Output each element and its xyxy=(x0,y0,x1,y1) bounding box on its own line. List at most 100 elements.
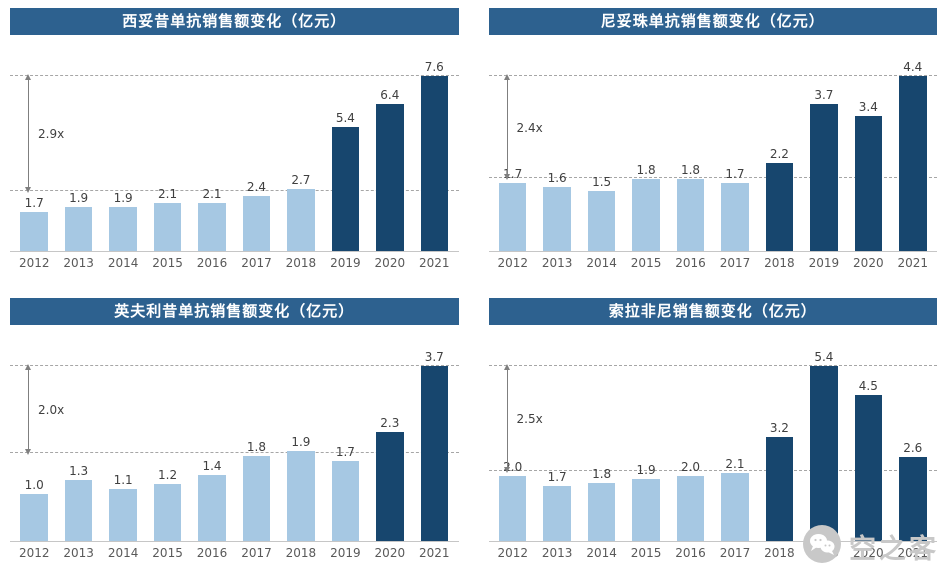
plot-area: 2.5x 2.0 1.7 1.8 1.9 2.0 2.1 3.2 5.4 4.5 2.6 xyxy=(488,339,937,541)
chart-panel-sorafenib: 索拉非尼销售额变化（亿元） 2.5x 2.0 1.7 1.8 1.9 2.0 2.1 3.2… xyxy=(488,297,937,578)
bar xyxy=(109,207,137,251)
x-tick-label: 2012 xyxy=(18,545,50,560)
bar-column: 3.7 xyxy=(802,88,846,251)
growth-multiplier-label: 2.9x xyxy=(38,127,65,141)
x-tick-label: 2012 xyxy=(18,256,50,270)
plot-area: 2.0x 1.0 1.3 1.1 1.2 1.4 1.8 1.9 1.7 2.3 3.7 xyxy=(10,339,459,541)
x-tick-label: 2013 xyxy=(541,256,573,270)
bar-column: 6.4 xyxy=(368,88,412,251)
bar-value-label: 5.4 xyxy=(335,111,355,125)
bar xyxy=(376,104,404,251)
bar-value-label: 2.0 xyxy=(680,459,701,474)
bar-value-label: 2.1 xyxy=(725,456,745,471)
bar xyxy=(153,483,182,541)
bar-column: 1.7 xyxy=(12,196,56,251)
x-tick-label: 2016 xyxy=(675,545,706,560)
gridline-reference xyxy=(488,177,937,178)
bar-column: 1.7 xyxy=(323,445,367,541)
x-tick-label: 2019 xyxy=(330,545,361,560)
bar-value-label: 3.7 xyxy=(424,349,444,364)
bar-value-label: 1.0 xyxy=(24,477,44,492)
bar-column: 1.7 xyxy=(713,167,757,251)
growth-arrow xyxy=(25,74,31,193)
bar-value-label: 2.4 xyxy=(246,180,267,194)
bar xyxy=(331,460,360,541)
bar xyxy=(420,365,449,541)
watermark: 空之客 xyxy=(803,525,939,567)
bar-value-label: 4.5 xyxy=(858,378,878,393)
bar-column: 5.4 xyxy=(323,111,367,251)
bar-column: 2.1 xyxy=(190,187,234,251)
bar xyxy=(376,431,404,541)
x-tick-label: 2015 xyxy=(630,256,662,270)
bar xyxy=(765,436,794,541)
bar-value-label: 1.9 xyxy=(291,434,311,449)
x-tick-label: 2021 xyxy=(419,256,450,270)
bar-value-label: 2.7 xyxy=(291,173,311,187)
bar xyxy=(498,475,527,541)
bar xyxy=(64,207,93,251)
bar-column: 2.0 xyxy=(668,460,712,541)
bar-column: 1.8 xyxy=(668,163,712,251)
x-tick-label: 2017 xyxy=(719,545,751,560)
bar-value-label: 1.7 xyxy=(24,196,44,210)
bar-column: 2.1 xyxy=(713,457,757,541)
x-tick-label: 2015 xyxy=(152,256,183,270)
bar-value-label: 7.6 xyxy=(424,60,444,74)
gridline-reference xyxy=(10,451,459,453)
bar-column: 1.8 xyxy=(579,467,623,541)
bar-value-label: 1.8 xyxy=(592,466,612,481)
x-tick-label: 2014 xyxy=(586,545,617,560)
x-tick-label: 2016 xyxy=(196,256,228,270)
x-tick-label: 2017 xyxy=(241,545,272,560)
bar-value-label: 4.4 xyxy=(903,60,923,74)
chart-title: 西妥昔单抗销售额变化（亿元） xyxy=(10,8,459,35)
gridline-reference xyxy=(488,469,937,471)
x-axis: 2012 2013 2014 2015 2016 2017 2018 2019 2020 2021 xyxy=(10,540,459,560)
x-tick-label: 2013 xyxy=(541,545,573,560)
bars: 1.7 1.6 1.5 1.8 1.8 1.7 2.2 3.7 3.4 4.4 xyxy=(489,49,938,251)
bar-value-label: 2.3 xyxy=(380,415,400,430)
bar-value-label: 1.8 xyxy=(636,163,656,177)
bar-column: 5.4 xyxy=(802,350,846,541)
bar xyxy=(198,474,226,541)
x-tick-label: 2019 xyxy=(808,256,840,270)
bar-column: 2.0 xyxy=(491,460,535,541)
bar-value-label: 1.3 xyxy=(69,463,89,478)
bar-column: 1.1 xyxy=(101,473,145,541)
bars: 1.0 1.3 1.1 1.2 1.4 1.8 1.9 1.7 2.3 3.7 xyxy=(10,339,459,541)
gridline-top xyxy=(10,364,459,366)
bar xyxy=(899,456,927,541)
bar-column: 2.4 xyxy=(234,180,278,251)
watermark-text: 空之客 xyxy=(849,533,939,565)
bar-column: 1.7 xyxy=(491,167,535,251)
bar-column: 3.7 xyxy=(412,350,456,541)
bar-value-label: 1.7 xyxy=(725,167,745,181)
bar-column: 1.2 xyxy=(145,468,189,541)
bar-column: 1.4 xyxy=(190,459,234,541)
bar xyxy=(153,203,182,251)
bar-value-label: 2.1 xyxy=(202,187,222,201)
bar-value-label: 3.4 xyxy=(858,100,878,114)
bar-column: 1.9 xyxy=(624,463,668,541)
chart-title: 尼妥珠单抗销售额变化（亿元） xyxy=(488,8,937,35)
growth-multiplier-label: 2.4x xyxy=(516,121,543,135)
x-tick-label: 2014 xyxy=(107,545,139,560)
growth-multiplier-label: 2.5x xyxy=(516,411,543,426)
gridline-top xyxy=(488,364,937,366)
bar-column: 2.2 xyxy=(757,147,801,251)
x-tick-label: 2021 xyxy=(897,545,929,560)
bar-column: 3.2 xyxy=(757,421,801,541)
chart-title: 英夫利昔单抗销售额变化（亿元） xyxy=(10,297,459,325)
growth-arrow xyxy=(503,363,510,473)
bar xyxy=(587,482,616,541)
bar xyxy=(543,187,571,251)
bar-value-label: 2.2 xyxy=(769,147,789,161)
x-tick-label: 2021 xyxy=(419,545,450,560)
x-tick-label: 2020 xyxy=(374,256,406,270)
bar-column: 1.8 xyxy=(624,163,668,251)
bar xyxy=(632,179,660,251)
x-tick-label: 2021 xyxy=(897,256,929,270)
bar-column: 1.6 xyxy=(535,171,579,251)
